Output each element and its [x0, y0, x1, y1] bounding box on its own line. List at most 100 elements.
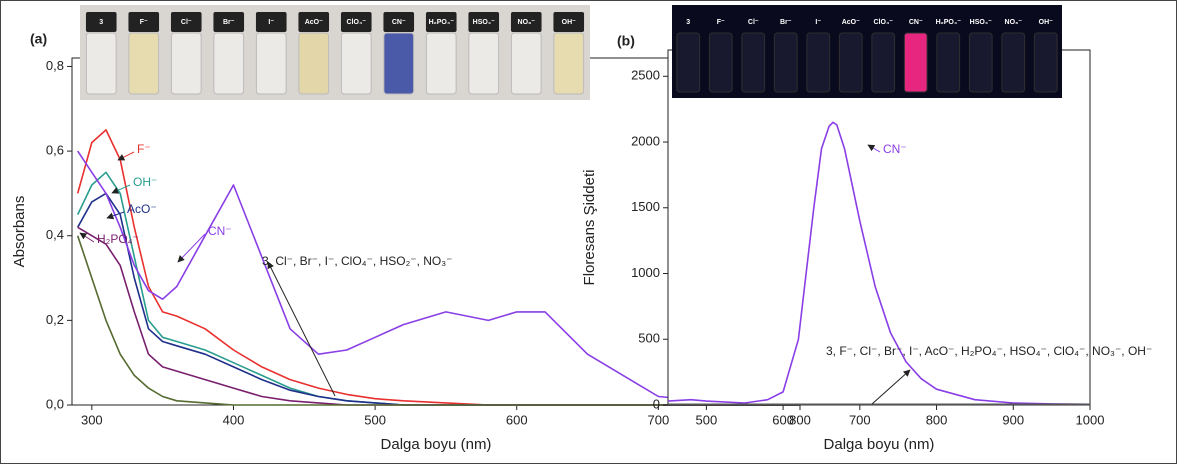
curve-label: F⁻ [137, 142, 151, 156]
vial-cap [553, 12, 585, 32]
y-tick-label: 500 [638, 331, 660, 346]
vial-cap [255, 12, 287, 32]
y-tick-label: 0,2 [46, 312, 64, 327]
y-axis-title: Floresans Şiddeti [581, 170, 598, 286]
label-arrow [867, 144, 881, 153]
vial-label: F⁻ [140, 19, 148, 26]
curve-label: CN⁻ [883, 142, 907, 156]
vial-cap [383, 12, 415, 32]
vial-label: AcO⁻ [305, 19, 323, 26]
y-tick-label: 0 [653, 396, 660, 411]
vial-cap [871, 12, 895, 32]
vial-label: 3 [686, 19, 690, 26]
x-tick-label: 500 [364, 412, 386, 427]
vial-cap [1001, 12, 1025, 32]
y-tick-label: 2500 [631, 68, 660, 83]
x-tick-label: 700 [648, 412, 670, 427]
vial [128, 32, 160, 95]
x-tick-label: 300 [81, 412, 103, 427]
y-tick-label: 1500 [631, 199, 660, 214]
vial [676, 32, 701, 93]
inset-photo [80, 5, 590, 100]
vial-label: Cl⁻ [748, 19, 759, 26]
vial-cap [806, 12, 830, 32]
vial [1001, 32, 1026, 93]
group-arrow [871, 369, 911, 405]
vial [968, 32, 993, 93]
vial-label: Br⁻ [223, 19, 235, 26]
vial [838, 32, 863, 93]
vial [903, 32, 928, 93]
y-axis-title: Absorbans [11, 196, 28, 268]
vial [1033, 32, 1058, 93]
x-tick-label: 800 [926, 412, 948, 427]
vial-cap [904, 12, 928, 32]
group-arrow [267, 261, 336, 397]
panel-label: (b) [617, 33, 635, 49]
plot-area [667, 49, 1091, 406]
curve-label: AcO⁻ [127, 202, 157, 216]
vial-cap [741, 12, 765, 32]
series-group [76, 129, 801, 406]
vial [170, 32, 202, 95]
vial [340, 32, 372, 95]
vial [383, 32, 415, 95]
data-line [667, 121, 1091, 406]
vial [255, 32, 287, 95]
vial [806, 32, 831, 93]
vial-cap [85, 12, 117, 32]
vial-cap [774, 12, 798, 32]
x-tick-label: 800 [789, 412, 811, 427]
vial-label: I⁻ [268, 19, 274, 26]
curve-label: 3, Cl⁻, Br⁻, I⁻, ClO₄⁻, HSO₂⁻, NO₃⁻ [262, 254, 452, 268]
vial-cap [510, 12, 542, 32]
vial-label: NO₃⁻ [1005, 19, 1023, 26]
inset-photo [672, 5, 1062, 98]
vial-label: NO₃⁻ [518, 19, 536, 26]
x-tick-label: 1000 [1076, 412, 1105, 427]
vial [213, 32, 245, 95]
y-tick-label: 2000 [631, 133, 660, 148]
vial-label: 3 [99, 19, 103, 26]
vial-label: HSO₄⁻ [473, 19, 496, 26]
y-tick-label: 1000 [631, 265, 660, 280]
series-group [667, 121, 1091, 406]
curve-label: CN⁻ [208, 224, 232, 238]
x-tick-label: 600 [506, 412, 528, 427]
vial-label: HSO₄⁻ [970, 19, 993, 26]
label-arrow [106, 211, 125, 220]
vial-label: ClO₄⁻ [347, 19, 367, 26]
label-arrow [79, 232, 95, 243]
vial [468, 32, 500, 95]
vial-label: OH⁻ [1039, 19, 1054, 26]
x-tick-label: 400 [223, 412, 245, 427]
y-tick-label: 0,0 [46, 396, 64, 411]
label-arrow [117, 151, 135, 161]
vial-label: F⁻ [717, 19, 725, 26]
vial [741, 32, 766, 93]
curve-label: 3, F⁻, Cl⁻, Br⁻, I⁻, AcO⁻, H₂PO₄⁻, HSO₄⁻… [826, 344, 1152, 358]
vial-label: I⁻ [815, 19, 821, 26]
vial [708, 32, 733, 93]
vial-label: H₂PO₄⁻ [936, 19, 962, 26]
label-arrow [177, 233, 206, 263]
vial [871, 32, 896, 93]
vial [510, 32, 542, 95]
panel-label: (a) [30, 31, 47, 47]
vial-cap [213, 12, 245, 32]
vial-cap [340, 12, 372, 32]
x-tick-label: 900 [1002, 412, 1024, 427]
vial-cap [676, 12, 700, 32]
vial-cap [839, 12, 863, 32]
vial-cap [1034, 12, 1058, 32]
vial-label: CN⁻ [909, 19, 923, 26]
vial-label: ClO₄⁻ [874, 19, 894, 26]
data-line [76, 235, 800, 406]
vial [936, 32, 961, 93]
vial-cap [936, 12, 960, 32]
y-tick-label: 0,6 [46, 143, 64, 158]
x-tick-label: 500 [696, 412, 718, 427]
y-tick-label: 0,4 [46, 227, 64, 242]
vial-cap [170, 12, 202, 32]
